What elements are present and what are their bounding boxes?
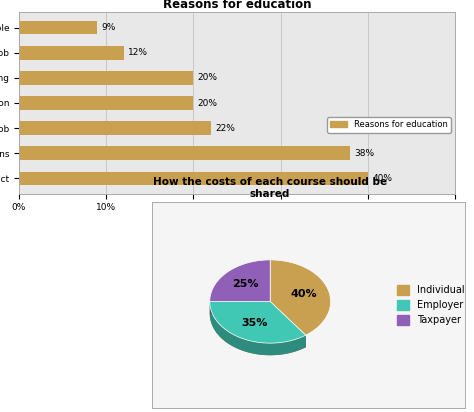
Polygon shape [270,302,306,347]
Text: 35%: 35% [241,318,267,328]
Title: How the costs of each course should be
shared: How the costs of each course should be s… [153,177,387,199]
Polygon shape [210,302,306,355]
Text: 38%: 38% [355,149,375,158]
Text: 40%: 40% [372,174,392,183]
Polygon shape [210,302,306,343]
Text: 20%: 20% [198,98,218,108]
Bar [19,21,98,35]
Text: 22%: 22% [215,124,235,133]
Polygon shape [210,302,270,314]
Legend: Individual, Employer, Taxpayer: Individual, Employer, Taxpayer [393,281,468,329]
Polygon shape [270,260,330,335]
Polygon shape [210,302,306,355]
Bar [19,121,211,135]
Polygon shape [270,302,306,347]
Title: Reasons for education: Reasons for education [163,0,311,11]
Text: 25%: 25% [232,279,259,290]
Bar [19,96,193,110]
Bar [19,171,368,185]
Text: 9%: 9% [102,23,116,32]
Text: 20%: 20% [198,73,218,82]
Polygon shape [210,260,270,302]
Bar [19,71,193,85]
Bar [19,46,124,60]
Text: 12%: 12% [128,48,148,57]
Text: 40%: 40% [290,289,317,299]
Bar [19,146,350,160]
Legend: Reasons for education: Reasons for education [327,117,451,133]
Polygon shape [210,302,270,314]
